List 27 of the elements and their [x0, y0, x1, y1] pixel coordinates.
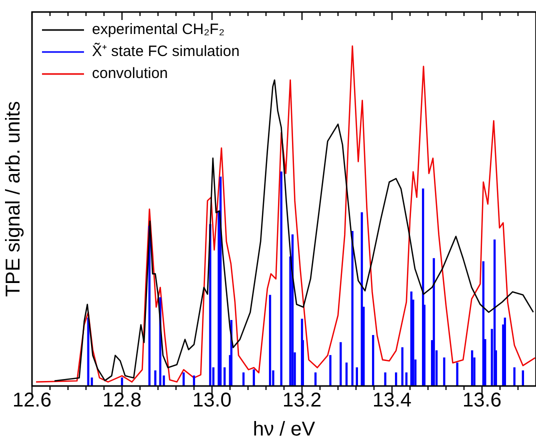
- bar: [384, 372, 386, 386]
- bar: [345, 362, 348, 386]
- bar: [443, 357, 446, 386]
- bar: [504, 318, 506, 386]
- x-tick-label: 13.6: [462, 390, 502, 412]
- legend-label: experimental CH₂F₂: [92, 21, 225, 38]
- bar: [209, 224, 212, 386]
- bar: [372, 335, 374, 386]
- x-tick-label: 13.2: [282, 390, 322, 412]
- bar: [471, 350, 474, 386]
- x-tick-label: 12.6: [12, 390, 52, 412]
- bar: [432, 258, 435, 386]
- bar: [456, 362, 458, 386]
- bar: [268, 294, 272, 386]
- x-tick-label: 13.0: [192, 390, 232, 412]
- bar: [340, 342, 342, 386]
- x-tick-label: 13.4: [372, 390, 412, 412]
- legend-label: convolution: [92, 65, 168, 82]
- bar: [87, 318, 90, 386]
- x-tick-label: 12.8: [102, 390, 142, 412]
- bar: [329, 355, 332, 386]
- bar: [280, 171, 282, 386]
- bar: [401, 347, 404, 386]
- x-axis-title: hν / eV: [252, 418, 316, 441]
- legend-label: X̃⁺ state FC simulation: [92, 42, 240, 60]
- y-axis-title: TPE signal / arb. units: [2, 101, 25, 297]
- bar: [154, 370, 156, 386]
